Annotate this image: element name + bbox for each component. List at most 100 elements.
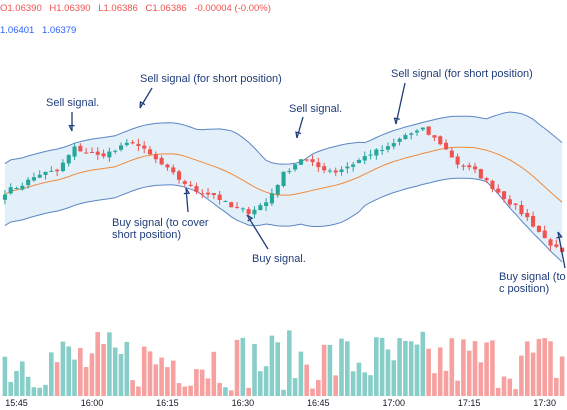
candle-body	[478, 169, 483, 179]
candle-body	[101, 153, 106, 157]
volume-bar	[466, 350, 472, 396]
volume-bar	[217, 382, 222, 396]
candle-body	[519, 205, 524, 215]
candle-body	[432, 135, 437, 138]
volume-bar	[391, 360, 397, 396]
candle-body	[89, 152, 94, 153]
candle-body	[525, 213, 530, 218]
volume-bar	[118, 354, 124, 396]
volume-bar	[420, 331, 426, 396]
candle-body	[415, 130, 420, 133]
candle-body	[31, 177, 36, 181]
candle-body	[43, 171, 48, 175]
volume-bar	[472, 341, 478, 396]
volume-bar	[397, 338, 402, 396]
candle-body	[293, 164, 298, 170]
volume-bar	[490, 340, 495, 396]
x-tick-label: 16:15	[156, 398, 179, 408]
candle-body	[240, 208, 245, 210]
volume-bar	[269, 335, 275, 396]
volume-bar	[321, 344, 327, 396]
candle-body	[420, 127, 425, 130]
candle-body	[438, 136, 443, 145]
candle-body	[246, 209, 251, 214]
candle-body	[130, 142, 135, 144]
annotation-sell-2: Sell signal (for short position)	[140, 73, 282, 85]
open-value: O1.06390	[0, 3, 42, 14]
volume-bar	[170, 360, 176, 396]
volume-bar	[362, 372, 367, 396]
volume-bar	[107, 332, 112, 396]
annotation-sell-4: Sell signal (for short position)	[391, 68, 533, 80]
candle-body	[78, 145, 83, 152]
annotation-arrowhead	[139, 100, 146, 109]
volume-bar	[72, 359, 77, 396]
candle-body	[536, 225, 541, 232]
candle-body	[507, 199, 512, 205]
candle-body	[188, 184, 193, 186]
volume-bar	[426, 348, 431, 396]
candle-body	[362, 156, 367, 161]
candle-body	[8, 187, 13, 194]
volume-bar	[403, 340, 408, 396]
candle-body	[37, 174, 42, 178]
volume-bar	[304, 364, 309, 396]
x-tick-label: 16:00	[80, 398, 104, 408]
volume-bar	[205, 378, 211, 396]
volume-bar	[345, 341, 350, 396]
candle-body	[484, 178, 489, 181]
volume-bar	[252, 344, 257, 396]
candle-body	[409, 133, 414, 135]
candle-body	[554, 244, 559, 247]
volume-bar	[507, 378, 513, 396]
volume-bar	[525, 341, 530, 396]
candle-body	[217, 194, 222, 200]
volume-bar	[298, 351, 304, 396]
candle-body	[304, 159, 309, 161]
volume-bar	[130, 380, 135, 396]
candle-body	[200, 193, 205, 195]
annotation-arrow	[139, 87, 153, 109]
bb-upper-value: 1.06401	[0, 25, 35, 36]
annotation-sell-1: Sell signal.	[46, 97, 100, 109]
volume-bar	[559, 356, 565, 396]
candle-body	[385, 146, 390, 150]
volume-bar	[316, 380, 321, 396]
volume-bar	[513, 389, 518, 396]
volume-bar	[437, 347, 443, 396]
annotation-arrow	[296, 116, 304, 139]
annotation-arrow	[185, 187, 189, 213]
volume-bar	[228, 390, 234, 396]
volume-bar	[141, 346, 147, 396]
candle-body	[177, 171, 182, 180]
annotation-arrowhead	[295, 131, 302, 139]
candle-body	[148, 149, 153, 155]
candle-body	[264, 202, 269, 206]
volume-bar	[495, 387, 501, 396]
volume-bar	[530, 352, 536, 396]
volume-bar	[83, 367, 89, 396]
volume-bar	[136, 386, 141, 396]
volume-bar	[20, 361, 25, 396]
candle-body	[223, 201, 228, 202]
volume-bar	[554, 377, 559, 396]
candle-body	[310, 159, 315, 163]
candle-body	[229, 202, 234, 208]
x-tick-label: 15:45	[5, 398, 28, 408]
volume-bar	[310, 388, 315, 396]
volume-bar	[333, 375, 338, 396]
x-tick-label: 16:45	[307, 398, 330, 408]
candle-body	[333, 170, 338, 173]
candle-body	[113, 150, 118, 152]
volume-bar	[327, 344, 333, 396]
annotation-buy-3: Buy signal (to c position)	[499, 271, 566, 295]
candle-body	[136, 143, 141, 146]
volume-bar	[199, 369, 205, 396]
candle-body	[275, 185, 280, 195]
volume-bar	[455, 380, 460, 396]
volume-bar	[385, 349, 391, 396]
volume-bar	[368, 375, 373, 396]
volume-bar	[408, 341, 414, 396]
